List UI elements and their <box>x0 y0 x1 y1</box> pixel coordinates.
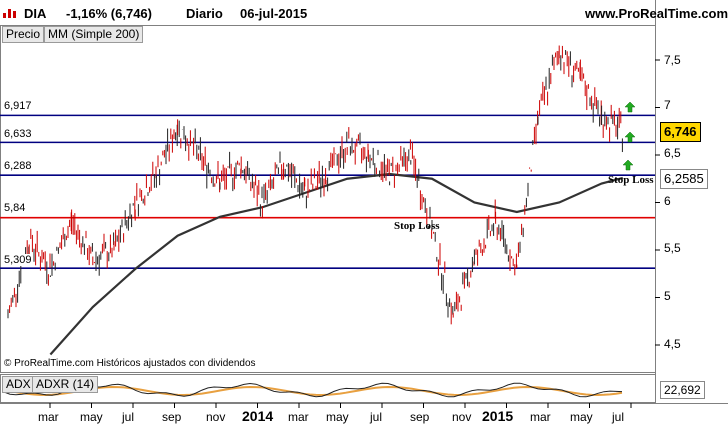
x-tick-label: mar <box>38 410 59 424</box>
y-tick-label: 5,5 <box>664 241 681 255</box>
period: Diario <box>186 6 223 21</box>
x-tick-label: may <box>326 410 349 424</box>
current-price-badge: 6,746 <box>660 122 701 142</box>
y-tick-label: 6,5 <box>664 146 681 160</box>
support-resistance-levels <box>0 114 655 269</box>
level-label: 6,633 <box>4 128 32 140</box>
up-arrow-icon <box>624 131 636 143</box>
level-label: 6,917 <box>4 100 32 112</box>
buy-arrows <box>622 101 636 171</box>
y-tick-label: 5 <box>664 289 671 303</box>
adx-line <box>3 382 623 398</box>
chart-icon[interactable] <box>2 6 20 21</box>
x-tick-label: may <box>570 410 593 424</box>
x-tick-label: sep <box>410 410 430 424</box>
x-tick-label: jul <box>612 410 625 424</box>
x-axis-ticks <box>49 403 632 408</box>
y-tick-label: 6 <box>664 194 671 208</box>
footer-note: © ProRealTime.com Históricos ajustados c… <box>4 358 256 369</box>
price-panel-border <box>0 25 656 373</box>
x-tick-label: nov <box>452 410 472 424</box>
ma-tag[interactable]: MM (Simple 200) <box>44 26 144 43</box>
adxr-tag[interactable]: ADXR (14) <box>32 376 99 393</box>
change: -1,16% (6,746) <box>66 6 152 21</box>
y-axis-ticks <box>655 59 660 346</box>
x-tick-label: jul <box>370 410 383 424</box>
level-label: 6,288 <box>4 160 32 172</box>
level-label: 5,309 <box>4 254 32 266</box>
y-tick-label: 4,5 <box>664 337 681 351</box>
symbol: DIA <box>24 6 47 21</box>
x-tick-label: 2014 <box>242 408 274 424</box>
date: 06-jul-2015 <box>240 6 308 21</box>
y-tick-label: 7,5 <box>664 53 681 67</box>
x-tick-label: may <box>80 410 103 424</box>
adx-value-badge: 22,692 <box>660 381 705 399</box>
moving-average-line <box>49 172 624 356</box>
x-tick-label: nov <box>206 410 226 424</box>
ma-series-line <box>49 172 624 356</box>
x-tick-label: sep <box>162 410 182 424</box>
x-tick-label: jul <box>122 410 135 424</box>
adx-tag[interactable]: ADX <box>2 376 35 393</box>
x-tick-label: mar <box>288 410 309 424</box>
stop-loss-label: Stop Loss <box>394 220 440 232</box>
x-tick-label: mar <box>530 410 551 424</box>
y-tick-label: 7 <box>664 98 671 112</box>
price-bars <box>7 45 623 325</box>
adx-indicator <box>3 382 623 398</box>
price-tag[interactable]: Precio <box>2 26 45 43</box>
level-label: 5,84 <box>4 202 26 214</box>
adxr-line <box>3 385 623 397</box>
up-arrow-icon <box>624 101 636 113</box>
site: www.ProRealTime.com <box>585 6 728 21</box>
up-arrow-icon <box>622 159 634 171</box>
ma-value-badge: 6,2585 <box>660 169 708 189</box>
x-tick-label: 2015 <box>482 408 514 424</box>
stop-loss-label: Stop Loss <box>608 174 654 186</box>
